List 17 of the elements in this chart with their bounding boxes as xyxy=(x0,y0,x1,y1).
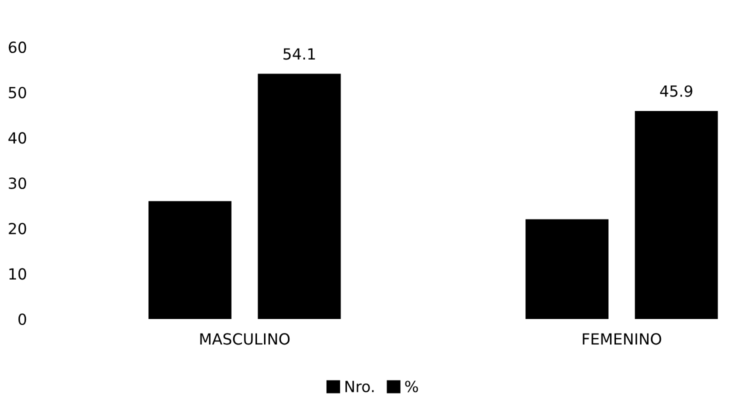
legend-label: Nro. xyxy=(345,380,374,392)
y-tick-label: 0 xyxy=(18,313,26,326)
x-tick-label: FEMENINO xyxy=(582,333,662,345)
y-tick-label: 50 xyxy=(8,86,26,98)
bar xyxy=(148,201,232,320)
y-tick-label: 20 xyxy=(8,222,26,234)
data-label: 45.9 xyxy=(660,85,692,97)
y-tick-label: 60 xyxy=(8,42,26,54)
bar xyxy=(634,110,718,320)
x-tick-label: MASCULINO xyxy=(200,333,290,345)
y-tick-label: 10 xyxy=(9,268,26,280)
legend-label: % xyxy=(405,380,418,392)
y-tick-label: 40 xyxy=(8,132,26,144)
y-tick-label: 30 xyxy=(8,177,26,190)
bar xyxy=(526,219,608,320)
bar xyxy=(258,74,341,320)
data-label: 54.1 xyxy=(283,48,315,60)
